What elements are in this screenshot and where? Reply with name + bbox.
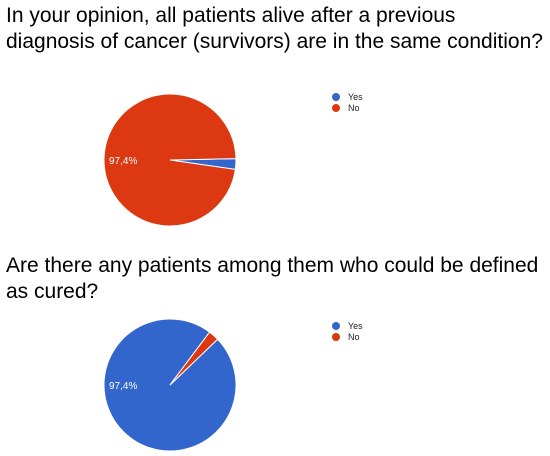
slice-label-yes: 97,4% — [109, 381, 137, 392]
legend-marker-no — [332, 333, 340, 341]
chart-1-title: In your opinion, all patients alive afte… — [6, 4, 543, 53]
legend-marker-no — [332, 104, 340, 112]
slice-label-no: 97,4% — [109, 156, 137, 167]
legend-label-yes: Yes — [348, 92, 363, 102]
legend-marker-yes — [332, 93, 340, 101]
legend-label-yes: Yes — [348, 321, 363, 331]
legend-marker-yes — [332, 322, 340, 330]
legend-label-no: No — [348, 332, 360, 342]
chart-2-title: Are there any patients among them who co… — [6, 254, 539, 303]
legend-label-no: No — [348, 103, 360, 113]
pie-slice-no — [169, 331, 219, 386]
pie-slice-no — [103, 93, 237, 227]
